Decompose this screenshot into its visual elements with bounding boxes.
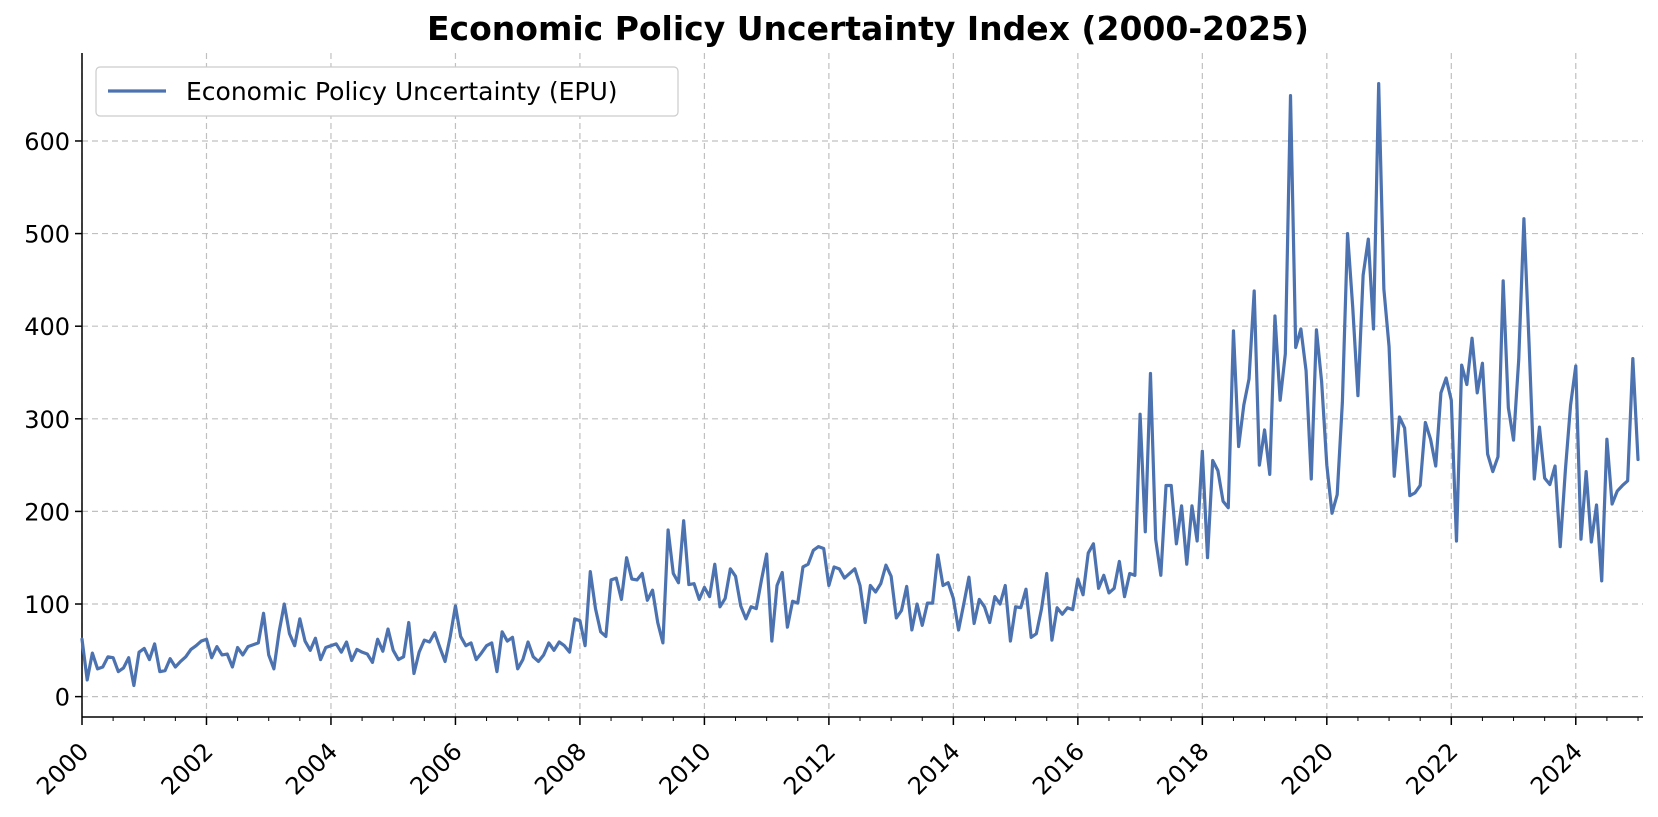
x-tick-label: 2002 xyxy=(156,737,219,800)
y-tick-label: 400 xyxy=(24,313,70,341)
y-tick-label: 300 xyxy=(24,406,70,434)
x-tick-label: 2008 xyxy=(529,737,592,800)
legend-box xyxy=(95,66,679,117)
legend-label: Economic Policy Uncertainty (EPU) xyxy=(186,77,618,106)
x-tick-label: 2020 xyxy=(1276,737,1339,800)
x-tick-label: 2010 xyxy=(654,737,717,800)
axes xyxy=(75,53,1643,725)
y-tick-label: 100 xyxy=(24,591,70,619)
y-tick-label: 200 xyxy=(24,498,70,526)
x-tick-label: 2012 xyxy=(778,737,841,800)
x-tick-label: 2006 xyxy=(405,737,468,800)
legend: Economic Policy Uncertainty (EPU) xyxy=(95,66,679,117)
y-tick-label: 0 xyxy=(55,684,70,712)
epu-series-line xyxy=(80,81,1640,688)
x-tick-label: 2014 xyxy=(903,737,966,800)
x-tick-label: 2004 xyxy=(280,737,343,800)
x-tick-label: 2024 xyxy=(1525,737,1588,800)
x-tick-label: 2018 xyxy=(1152,737,1215,800)
chart-title: Economic Policy Uncertainty Index (2000-… xyxy=(427,9,1309,48)
tick-labels: 0 100 200 300 400 500 600 2000 2002 2004 2006 2008 2… xyxy=(24,128,1588,800)
y-tick-label: 600 xyxy=(24,128,70,156)
x-tick-label: 2016 xyxy=(1027,737,1090,800)
grid-lines xyxy=(81,53,1643,717)
x-tick-label: 2000 xyxy=(31,737,94,800)
x-tick-label: 2022 xyxy=(1401,737,1464,800)
y-tick-label: 500 xyxy=(24,221,70,249)
